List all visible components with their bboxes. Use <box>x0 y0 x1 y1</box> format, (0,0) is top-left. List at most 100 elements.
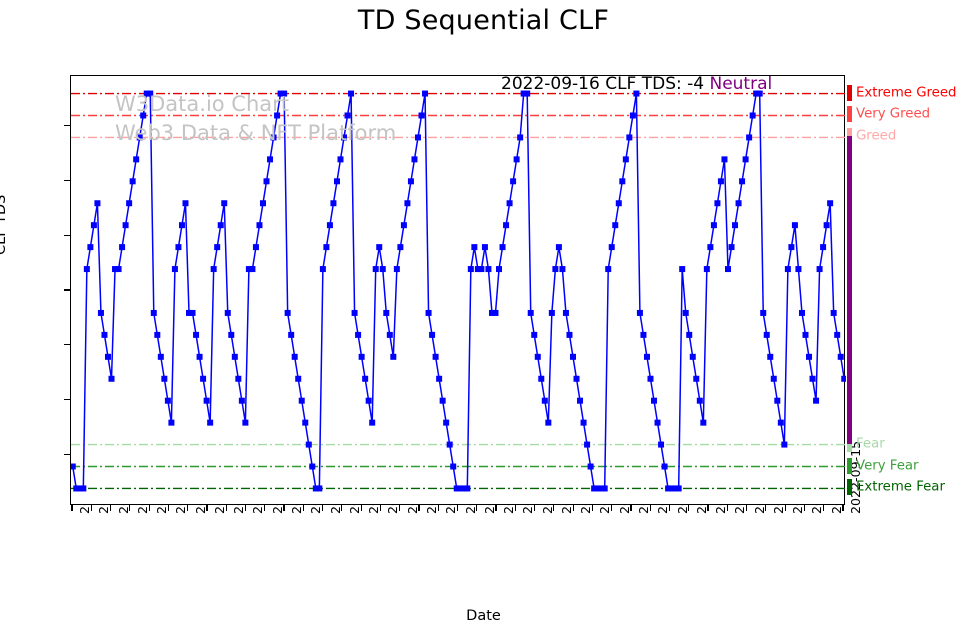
data-point <box>298 397 305 404</box>
data-point <box>270 134 277 141</box>
data-point <box>274 112 281 119</box>
data-point <box>555 244 562 251</box>
data-point <box>119 244 126 251</box>
data-point <box>548 309 555 316</box>
data-point <box>629 112 636 119</box>
data-point <box>503 222 510 229</box>
y-tick-mark <box>64 124 70 127</box>
x-tick-mark <box>379 505 381 511</box>
data-point <box>302 419 309 426</box>
page-title: TD Sequential CLF <box>357 5 610 36</box>
x-axis-label: Date <box>466 608 501 624</box>
data-point <box>383 309 390 316</box>
data-point <box>506 200 513 207</box>
data-point <box>763 331 770 338</box>
data-point <box>129 178 136 185</box>
data-point <box>605 266 612 273</box>
x-tick-mark <box>649 505 651 511</box>
data-point <box>341 134 348 141</box>
x-tick-mark <box>823 505 825 511</box>
zone-label: Extreme Greed <box>856 85 957 101</box>
x-tick-mark <box>476 505 478 511</box>
data-point <box>344 112 351 119</box>
x-tick-mark <box>842 505 844 511</box>
y-tick-mark <box>64 399 70 401</box>
data-point <box>686 331 693 338</box>
data-point <box>661 463 668 470</box>
data-point <box>214 244 221 251</box>
x-tick-mark <box>187 505 189 511</box>
data-point <box>777 419 784 426</box>
data-point <box>598 485 605 492</box>
data-point <box>362 375 369 382</box>
data-point <box>330 200 337 207</box>
x-tick-mark <box>264 505 266 511</box>
data-point <box>376 244 383 251</box>
data-point <box>393 266 400 273</box>
data-point <box>781 441 788 448</box>
data-point <box>217 222 224 229</box>
data-point <box>439 397 446 404</box>
data-point <box>696 397 703 404</box>
x-tick-mark <box>167 505 169 511</box>
data-point <box>390 353 397 360</box>
data-point <box>171 266 178 273</box>
data-point <box>647 375 654 382</box>
data-point <box>721 156 728 163</box>
data-point <box>115 266 122 273</box>
data-point <box>136 134 143 141</box>
plot-area[interactable]: W3Data.io Chart Web3 Data & NFT Platform… <box>70 74 846 505</box>
data-point <box>774 397 781 404</box>
data-point <box>432 353 439 360</box>
data-point <box>700 419 707 426</box>
data-point <box>386 331 393 338</box>
data-point <box>587 463 594 470</box>
data-point <box>693 375 700 382</box>
data-point <box>425 309 432 316</box>
data-point <box>594 485 601 492</box>
data-line <box>72 92 845 490</box>
x-tick-mark <box>668 505 671 511</box>
data-point <box>207 419 214 426</box>
data-point <box>577 397 584 404</box>
data-point <box>407 178 414 185</box>
x-tick-mark <box>611 505 613 511</box>
data-point <box>305 441 312 448</box>
data-point <box>133 156 140 163</box>
x-tick-mark <box>321 505 324 511</box>
data-point <box>806 353 813 360</box>
data-point <box>496 266 503 273</box>
data-point <box>309 463 316 470</box>
data-point <box>256 222 263 229</box>
x-tick-mark <box>784 505 786 511</box>
x-tick-mark <box>71 505 73 511</box>
zone-label: Greed <box>856 128 897 144</box>
x-tick-mark <box>572 505 574 511</box>
y-axis-label: CLF TDS <box>0 194 9 255</box>
zone-marker <box>847 479 852 496</box>
x-tick-mark <box>90 505 92 511</box>
data-point <box>333 178 340 185</box>
data-point <box>157 353 164 360</box>
data-point <box>319 266 326 273</box>
data-point <box>834 331 841 338</box>
data-point <box>756 90 763 97</box>
data-point <box>813 397 820 404</box>
data-point <box>784 266 791 273</box>
data-point <box>140 112 147 119</box>
data-point <box>450 463 457 470</box>
data-point <box>312 485 319 492</box>
data-point <box>168 419 175 426</box>
data-point <box>724 266 731 273</box>
data-point <box>231 353 238 360</box>
data-point <box>143 90 150 97</box>
data-point <box>809 375 816 382</box>
data-point <box>770 375 777 382</box>
data-point <box>411 156 418 163</box>
data-point <box>404 200 411 207</box>
data-point <box>823 222 830 229</box>
x-tick-mark <box>456 505 459 511</box>
data-point <box>164 397 171 404</box>
data-point <box>707 244 714 251</box>
data-point <box>122 222 129 229</box>
